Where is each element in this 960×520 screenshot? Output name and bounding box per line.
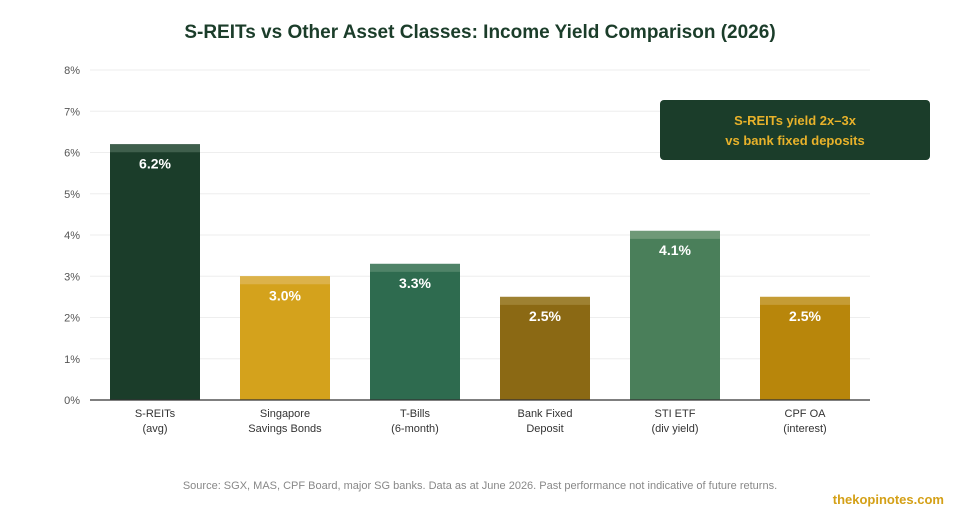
data-label: 3.3% bbox=[399, 275, 431, 291]
y-tick-label: 3% bbox=[64, 271, 80, 283]
x-tick-label: Deposit bbox=[526, 423, 563, 435]
bar bbox=[110, 144, 200, 400]
x-tick-label: Bank Fixed bbox=[517, 408, 572, 420]
bar bbox=[370, 263, 460, 400]
callout-line-2: vs bank fixed deposits bbox=[725, 133, 864, 148]
x-tick-label: Singapore bbox=[260, 408, 310, 420]
bar-cap bbox=[370, 263, 460, 272]
x-axis-categories: S-REITs (avg) Singapore Savings Bonds T-Bill… bbox=[135, 408, 827, 435]
bar bbox=[760, 296, 850, 400]
x-tick-label: STI ETF bbox=[655, 408, 696, 420]
y-axis-ticks: 0% 1% 2% 3% 4% 5% 6% 7% 8% bbox=[64, 65, 80, 407]
x-tick-label: (6-month) bbox=[391, 423, 439, 435]
x-tick-label: (div yield) bbox=[651, 423, 698, 435]
bar bbox=[500, 296, 590, 400]
bar-cap bbox=[760, 296, 850, 305]
bar bbox=[240, 276, 330, 400]
data-label: 3.0% bbox=[269, 287, 301, 303]
chart-title: S-REITs vs Other Asset Classes: Income Y… bbox=[184, 22, 776, 43]
callout-box bbox=[660, 100, 930, 160]
y-tick-label: 7% bbox=[64, 106, 80, 118]
bar bbox=[630, 230, 720, 400]
callout-line-1: S-REITs yield 2x–3x bbox=[734, 113, 857, 128]
x-tick-label: T-Bills bbox=[400, 408, 430, 420]
data-label: 4.1% bbox=[659, 242, 691, 258]
y-tick-label: 0% bbox=[64, 395, 80, 407]
y-tick-label: 4% bbox=[64, 230, 80, 242]
x-tick-label: S-REITs bbox=[135, 408, 176, 420]
source-note: Source: SGX, MAS, CPF Board, major SG ba… bbox=[182, 480, 778, 492]
bar-cap bbox=[630, 230, 720, 239]
y-tick-label: 8% bbox=[64, 65, 80, 77]
bar-cap bbox=[240, 276, 330, 285]
brand-watermark: thekopinotes.com bbox=[832, 492, 944, 507]
y-tick-label: 2% bbox=[64, 313, 80, 325]
data-label: 6.2% bbox=[139, 155, 171, 171]
x-tick-label: Savings Bonds bbox=[248, 423, 322, 435]
bar-cap bbox=[500, 296, 590, 305]
y-tick-label: 1% bbox=[64, 354, 80, 366]
x-tick-label: (avg) bbox=[142, 423, 167, 435]
x-tick-label: CPF OA bbox=[785, 408, 827, 420]
data-label: 2.5% bbox=[789, 308, 821, 324]
y-tick-label: 5% bbox=[64, 189, 80, 201]
annotation-callout: S-REITs yield 2x–3x vs bank fixed deposi… bbox=[660, 100, 930, 160]
x-tick-label: (interest) bbox=[783, 423, 826, 435]
data-label: 2.5% bbox=[529, 308, 561, 324]
bar-cap bbox=[110, 144, 200, 153]
data-labels: 6.2% 3.0% 3.3% 2.5% 4.1% 2.5% bbox=[139, 155, 821, 324]
bars bbox=[110, 144, 850, 400]
y-tick-label: 6% bbox=[64, 148, 80, 160]
